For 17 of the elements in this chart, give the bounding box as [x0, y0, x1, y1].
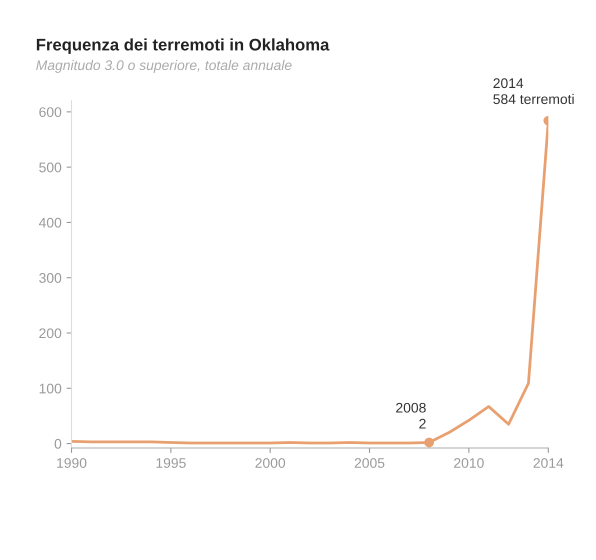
x-tick-label: 2014 — [534, 458, 564, 468]
y-tick-label: 600 — [39, 107, 62, 118]
x-tick-label: 1995 — [156, 458, 186, 468]
y-tick-label: 400 — [38, 218, 62, 228]
y-tick-label: 300 — [39, 273, 62, 283]
x-tick-label: 1990 — [57, 458, 86, 468]
x-tick-label: 2000 — [255, 458, 286, 468]
x-tick-label: 2010 — [454, 458, 484, 468]
y-tick-label: 500 — [39, 162, 62, 172]
chart-title: Frequenza dei terremoti in Oklahoma — [36, 38, 330, 54]
y-tick-label: 0 — [54, 438, 62, 449]
y-tick-label: 200 — [39, 328, 62, 338]
chart-subtitle: Magnitudo 3.0 o superiore, totale annuale — [36, 60, 292, 73]
x-tick-label: 2005 — [354, 458, 384, 468]
annotation: 2014 584 terremoti — [493, 78, 574, 104]
annotation: 2008 2 — [396, 402, 426, 428]
y-tick-label: 100 — [40, 384, 62, 394]
